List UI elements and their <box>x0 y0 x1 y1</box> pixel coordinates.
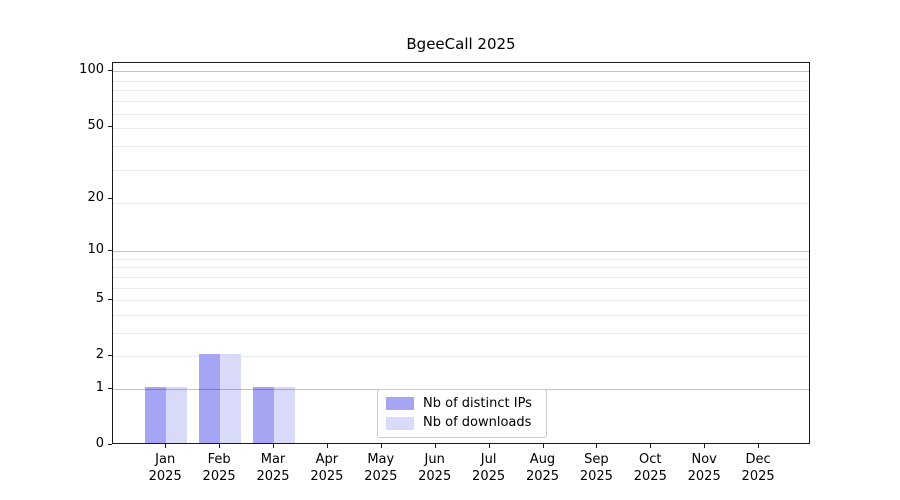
x-tick-label-line: 2025 <box>472 469 506 484</box>
x-tick-label: Apr 2025 <box>295 451 359 485</box>
y-tick-label: 100 <box>79 62 104 78</box>
gridline-minor <box>113 299 809 301</box>
gridline-minor <box>113 276 809 278</box>
x-tick-label-line: Sep <box>584 452 609 467</box>
gridline-minor <box>113 356 809 358</box>
y-tick-label: 20 <box>87 189 104 205</box>
x-tick <box>219 444 221 448</box>
gridline-minor <box>113 332 809 334</box>
x-tick-label: Jul 2025 <box>457 451 521 485</box>
y-tick <box>108 444 112 445</box>
x-tick-label-line: 2025 <box>364 469 398 484</box>
x-tick-label: Feb 2025 <box>187 451 251 485</box>
y-tick-label: 1 <box>95 379 104 395</box>
gridline-minor <box>113 314 809 316</box>
x-tick-label: Nov 2025 <box>672 451 736 485</box>
bar-distinct-ips-feb <box>199 354 221 443</box>
x-tick-label-line: Mar <box>260 452 286 467</box>
x-tick <box>596 444 598 448</box>
x-tick <box>165 444 167 448</box>
x-tick-label-line: 2025 <box>256 469 290 484</box>
x-tick-label-line: Jun <box>424 452 445 467</box>
x-tick-label-line: Apr <box>315 452 339 467</box>
x-tick-label-line: Feb <box>207 452 231 467</box>
x-tick-label: Sep 2025 <box>564 451 628 485</box>
x-tick-label-line: 2025 <box>148 469 182 484</box>
x-tick-label-line: Oct <box>639 452 662 467</box>
y-tick <box>108 298 112 300</box>
x-tick <box>434 444 436 448</box>
x-tick <box>326 444 328 448</box>
bar-downloads-feb <box>220 354 242 443</box>
x-tick-label: Jun 2025 <box>403 451 467 485</box>
x-tick-label-line: 2025 <box>687 469 721 484</box>
gridline-minor <box>113 146 809 148</box>
gridline-major <box>113 71 809 73</box>
bar-distinct-ips-jan <box>145 386 167 443</box>
legend: Nb of distinct IPs Nb of downloads <box>377 389 547 438</box>
x-tick <box>380 444 382 448</box>
y-tick <box>108 70 112 72</box>
x-tick-label: Aug 2025 <box>511 451 575 485</box>
y-tick <box>108 387 112 389</box>
x-tick-label-line: 2025 <box>579 469 613 484</box>
y-tick <box>108 197 112 199</box>
x-tick <box>273 444 274 448</box>
x-tick <box>542 444 544 448</box>
gridline-minor <box>113 202 809 204</box>
gridline-major <box>113 250 809 252</box>
legend-item-distinct-ips: Nb of distinct IPs <box>386 396 538 412</box>
gridline-minor <box>113 90 809 92</box>
x-tick-label-line: Dec <box>745 452 771 467</box>
gridline-minor <box>113 101 809 103</box>
x-tick <box>488 444 490 448</box>
x-tick <box>758 444 760 448</box>
gridline-minor <box>113 80 809 82</box>
x-tick-label: May 2025 <box>349 451 413 485</box>
x-tick-label-line: Jan <box>155 452 176 467</box>
x-tick-label: Oct 2025 <box>618 451 682 485</box>
legend-label-distinct-ips: Nb of distinct IPs <box>423 395 532 411</box>
legend-label-downloads: Nb of downloads <box>423 415 532 431</box>
x-tick-label-line: 2025 <box>202 469 236 484</box>
y-tick <box>108 355 112 357</box>
bar-downloads-mar <box>274 386 295 443</box>
y-tick <box>108 125 112 127</box>
x-tick-label-line: Jul <box>480 452 497 467</box>
plot-area <box>112 62 810 444</box>
y-tick-label: 2 <box>95 347 104 363</box>
legend-item-downloads: Nb of downloads <box>386 415 538 431</box>
y-tick-label: 50 <box>87 117 104 133</box>
y-tick-label: 10 <box>87 241 104 257</box>
y-tick-label: 0 <box>95 436 104 451</box>
x-tick-label-line: 2025 <box>525 469 560 484</box>
chart-title: BgeeCall 2025 <box>406 35 516 53</box>
x-tick <box>704 444 706 448</box>
x-tick-label-line: 2025 <box>418 469 452 484</box>
gridline-minor <box>113 169 809 171</box>
gridline-minor <box>113 287 809 289</box>
x-tick-label-line: 2025 <box>310 469 344 484</box>
x-tick-label-line: 2025 <box>741 469 775 484</box>
y-tick <box>108 249 112 251</box>
bar-downloads-jan <box>166 386 188 443</box>
x-tick-label-line: May <box>367 452 395 467</box>
y-tick-label: 5 <box>95 290 104 306</box>
bar-distinct-ips-mar <box>253 386 274 443</box>
x-tick-label: Mar 2025 <box>241 451 305 485</box>
gridline-minor <box>113 128 809 130</box>
x-tick <box>650 444 652 448</box>
x-tick-label: Jan 2025 <box>133 451 197 485</box>
legend-swatch-distinct-ips <box>386 397 414 411</box>
gridline-minor <box>113 258 809 260</box>
legend-swatch-downloads <box>386 416 414 430</box>
x-tick-label-line: Aug <box>529 452 556 467</box>
gridline-minor <box>113 267 809 269</box>
gridline-minor <box>113 113 809 115</box>
x-tick-label-line: 2025 <box>633 469 667 484</box>
x-tick-label-line: Nov <box>691 452 717 467</box>
x-tick-label: Dec 2025 <box>726 451 790 485</box>
